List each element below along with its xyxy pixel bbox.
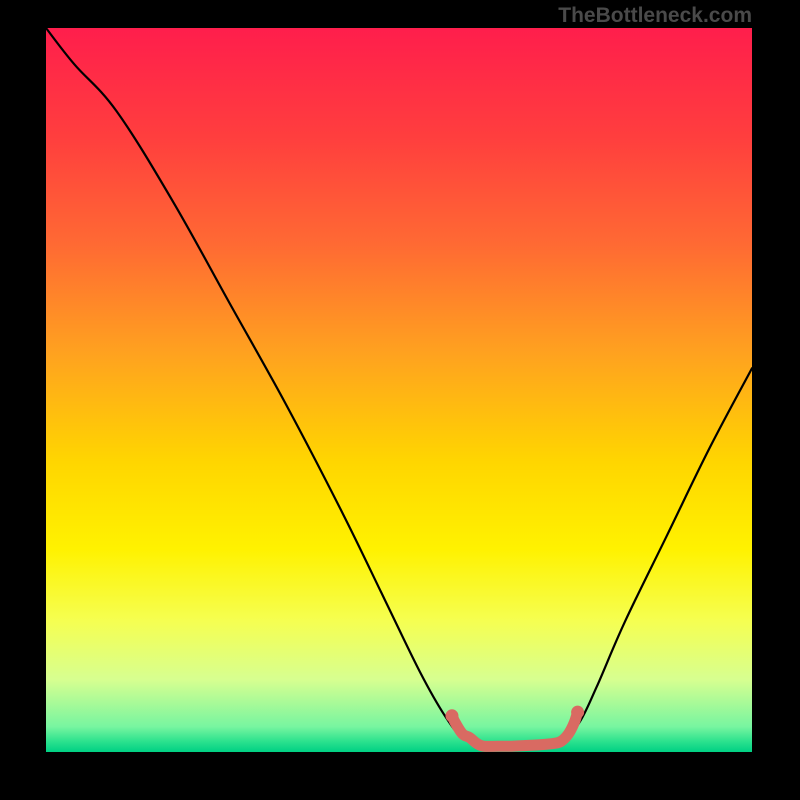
watermark-text: TheBottleneck.com bbox=[558, 4, 752, 28]
highlight-endpoint-dot bbox=[445, 709, 458, 722]
highlight-endpoint-dot bbox=[571, 706, 584, 719]
chart-stage: TheBottleneck.com bbox=[0, 0, 800, 800]
chart-svg bbox=[0, 0, 800, 800]
plot-area bbox=[46, 28, 752, 752]
